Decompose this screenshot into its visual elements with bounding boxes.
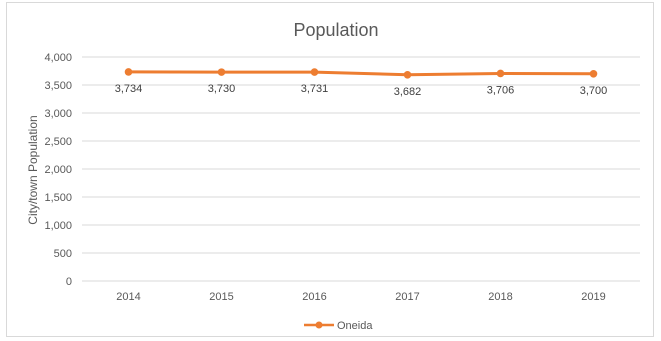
gridlines bbox=[82, 56, 640, 282]
data-point bbox=[217, 68, 226, 76]
y-tick-label: 1,500 bbox=[44, 192, 72, 204]
y-tick-label: 3,500 bbox=[44, 80, 72, 92]
data-point bbox=[124, 68, 133, 76]
y-tick-label: 4,000 bbox=[44, 52, 72, 64]
y-tick-label: 0 bbox=[66, 276, 72, 288]
legend: Oneida bbox=[304, 320, 373, 332]
x-tick-label: 2019 bbox=[581, 291, 605, 303]
data-point bbox=[310, 68, 319, 76]
data-label: 3,682 bbox=[394, 86, 422, 98]
x-tick-label: 2014 bbox=[116, 291, 140, 303]
data-label: 3,706 bbox=[487, 84, 515, 96]
x-tick-label: 2017 bbox=[395, 291, 419, 303]
x-tick-label: 2018 bbox=[488, 291, 512, 303]
x-tick-label: 2015 bbox=[209, 291, 233, 303]
series-line bbox=[127, 70, 595, 77]
y-tick-label: 500 bbox=[54, 248, 72, 260]
data-label: 3,700 bbox=[580, 85, 608, 97]
x-axis-tick-labels: 2014 2015 2016 2017 2018 2019 bbox=[116, 291, 605, 303]
y-tick-label: 1,000 bbox=[44, 220, 72, 232]
y-tick-label: 2,500 bbox=[44, 136, 72, 148]
y-axis-tick-labels: 0 500 1,000 1,500 2,000 2,500 3,000 3,500 4,000 bbox=[44, 52, 72, 288]
data-point bbox=[496, 69, 505, 78]
legend-marker bbox=[315, 321, 323, 329]
data-point bbox=[403, 71, 412, 79]
chart-title: Population bbox=[293, 20, 378, 40]
data-labels: 3,734 3,730 3,731 3,682 3,706 3,700 bbox=[115, 83, 608, 98]
y-axis-title: City/town Population bbox=[26, 115, 40, 224]
y-tick-label: 3,000 bbox=[44, 108, 72, 120]
data-label: 3,731 bbox=[301, 83, 329, 95]
data-label: 3,734 bbox=[115, 83, 143, 95]
series-oneida bbox=[124, 68, 598, 79]
legend-label-oneida: Oneida bbox=[337, 320, 373, 332]
y-tick-label: 2,000 bbox=[44, 164, 72, 176]
data-point bbox=[589, 70, 598, 78]
x-tick-label: 2016 bbox=[302, 291, 326, 303]
data-label: 3,730 bbox=[208, 83, 236, 95]
